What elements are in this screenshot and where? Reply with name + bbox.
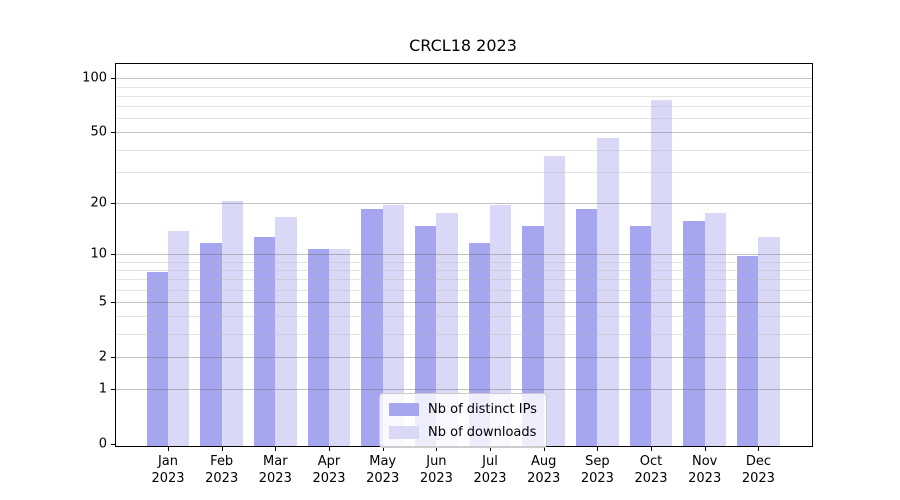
y-tick-label-2: 2 xyxy=(98,349,107,365)
bar-downloads-sep xyxy=(597,137,619,446)
x-tick-label-may: May 2023 xyxy=(366,454,400,486)
x-tick-label-jul: Jul 2023 xyxy=(473,454,507,486)
bar-downloads-apr xyxy=(329,249,351,446)
gridline-y-30 xyxy=(116,171,812,173)
bar-downloads-jan xyxy=(168,231,190,446)
bar-downloads-nov xyxy=(704,212,727,446)
bar-downloads-may xyxy=(382,204,405,446)
bar-ips-oct xyxy=(629,226,651,446)
bar-ips-sep xyxy=(576,208,598,446)
gridline-y-9 xyxy=(116,261,812,263)
x-tick-label-aug: Aug 2023 xyxy=(527,454,561,486)
x-tick-jul xyxy=(490,447,491,451)
y-tick-10 xyxy=(111,253,115,255)
y-tick-5 xyxy=(111,302,115,303)
y-tick-20 xyxy=(111,202,115,204)
x-tick-label-feb: Feb 2023 xyxy=(205,454,239,486)
x-tick-label-sep: Sep 2023 xyxy=(580,454,614,486)
bar-downloads-jun xyxy=(436,212,458,446)
gridline-y-20 xyxy=(116,202,812,204)
gridline-y-3 xyxy=(116,334,812,336)
x-tick-label-dec: Dec 2023 xyxy=(741,454,775,486)
gridline-y-8 xyxy=(116,269,812,271)
x-tick-feb xyxy=(221,447,223,451)
x-tick-aug xyxy=(543,447,545,451)
x-tick-dec xyxy=(758,447,760,451)
legend-item-distinct-ips: Nb of distinct IPs xyxy=(389,400,537,418)
y-tick-100 xyxy=(111,78,115,80)
y-tick-1 xyxy=(111,389,115,391)
gridline-y-10 xyxy=(116,253,812,255)
y-tick-label-0: 0 xyxy=(98,436,107,452)
bar-ips-may xyxy=(361,208,383,446)
bar-ips-nov xyxy=(683,221,705,446)
bar-downloads-jul xyxy=(490,204,512,446)
x-tick-jan xyxy=(168,447,169,451)
y-tick-50 xyxy=(111,132,115,134)
legend: Nb of distinct IPs Nb of downloads xyxy=(379,393,547,448)
legend-item-downloads: Nb of downloads xyxy=(389,423,537,441)
bar-ips-dec xyxy=(737,255,759,446)
bar-ips-jun xyxy=(415,226,437,446)
x-tick-label-oct: Oct 2023 xyxy=(634,454,668,486)
legend-swatch-downloads xyxy=(389,425,419,439)
x-tick-label-mar: Mar 2023 xyxy=(258,454,292,486)
bar-ips-jan xyxy=(146,271,168,446)
x-tick-label-jan: Jan 2023 xyxy=(151,454,185,486)
x-tick-sep xyxy=(597,447,599,451)
gridline-y-70 xyxy=(116,106,812,108)
y-tick-label-100: 100 xyxy=(82,70,107,86)
y-tick-label-10: 10 xyxy=(90,246,107,262)
x-tick-label-jun: Jun 2023 xyxy=(419,454,453,486)
bar-downloads-oct xyxy=(651,99,673,446)
y-tick-label-1: 1 xyxy=(98,381,107,397)
bar-downloads-feb xyxy=(221,201,244,446)
gridline-y-7 xyxy=(116,279,812,281)
bar-ips-mar xyxy=(253,236,276,446)
legend-swatch-distinct-ips xyxy=(389,402,419,416)
x-tick-apr xyxy=(329,447,330,451)
y-tick-0 xyxy=(111,444,115,445)
gridline-y-80 xyxy=(116,95,812,97)
gridline-y-5 xyxy=(116,302,812,303)
gridline-y-40 xyxy=(116,149,812,151)
bar-downloads-aug xyxy=(543,155,566,446)
bar-ips-apr xyxy=(307,249,329,446)
x-tick-jun xyxy=(436,447,438,451)
x-tick-nov xyxy=(704,447,706,451)
legend-label-downloads: Nb of downloads xyxy=(428,424,537,440)
gridline-y-1 xyxy=(116,389,812,391)
y-tick-label-50: 50 xyxy=(90,124,107,140)
x-tick-label-apr: Apr 2023 xyxy=(312,454,346,486)
bar-downloads-mar xyxy=(275,216,297,446)
x-tick-may xyxy=(382,447,384,451)
y-tick-label-5: 5 xyxy=(98,294,107,310)
x-tick-oct xyxy=(651,447,652,451)
gridline-y-100 xyxy=(116,78,812,80)
y-tick-label-20: 20 xyxy=(90,195,107,211)
y-tick-2 xyxy=(111,356,115,358)
gridline-y-90 xyxy=(116,86,812,88)
gridline-y-4 xyxy=(116,316,812,318)
legend-label-distinct-ips: Nb of distinct IPs xyxy=(428,401,537,417)
chart-title: CRCL18 2023 xyxy=(409,36,517,55)
gridline-y-6 xyxy=(116,289,812,291)
x-tick-mar xyxy=(275,447,277,451)
plot-area: Nb of distinct IPs Nb of downloads 0 1 2 5 1… xyxy=(82,63,813,486)
bar-ips-aug xyxy=(522,226,544,446)
gridline-y-60 xyxy=(116,118,812,120)
bar-ips-feb xyxy=(200,242,222,446)
bar-downloads-dec xyxy=(758,236,780,446)
x-tick-label-nov: Nov 2023 xyxy=(688,454,722,486)
gridline-y-2 xyxy=(116,356,812,358)
gridline-y-50 xyxy=(116,132,812,134)
